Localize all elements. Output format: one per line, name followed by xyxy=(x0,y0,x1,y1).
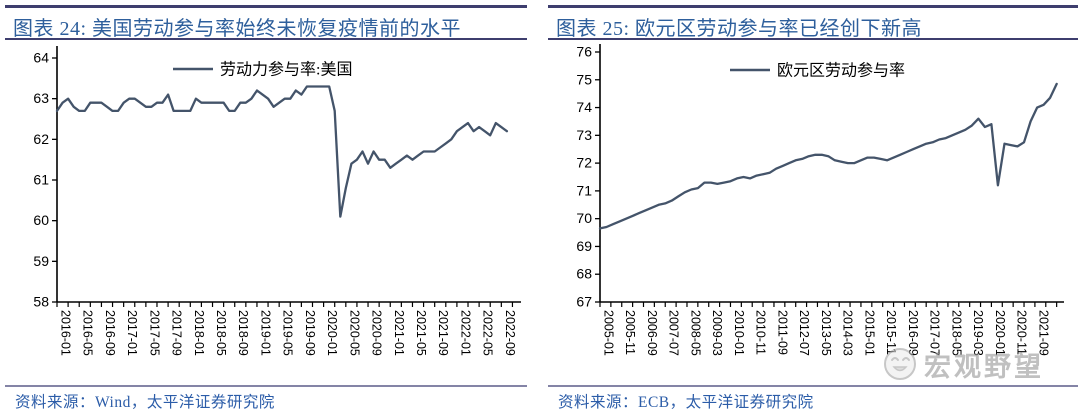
svg-text:2016-01: 2016-01 xyxy=(59,310,73,356)
svg-text:2017-05: 2017-05 xyxy=(147,310,161,356)
svg-text:2021-01: 2021-01 xyxy=(392,310,406,356)
svg-text:2021-05: 2021-05 xyxy=(414,310,428,356)
svg-text:61: 61 xyxy=(33,172,49,188)
svg-text:2017-07: 2017-07 xyxy=(928,310,942,356)
us-labor-participation-chart: 58 59 60 61 62 63 64 2016-01 2016-05 2016-09 2017-… xyxy=(33,46,521,356)
eurozone-labor-participation-chart: 67 68 69 70 71 72 73 74 75 76 2005-01 2005-11 2006-0… xyxy=(576,44,1064,356)
svg-text:2005-11: 2005-11 xyxy=(623,310,637,355)
svg-text:2018-05: 2018-05 xyxy=(949,310,963,356)
svg-text:2018-09: 2018-09 xyxy=(236,310,250,356)
svg-text:2022-01: 2022-01 xyxy=(458,310,472,356)
title-divider xyxy=(548,38,1078,40)
svg-text:2006-09: 2006-09 xyxy=(645,310,659,356)
svg-text:68: 68 xyxy=(576,266,592,282)
panel-eurozone-chart: 图表 25: 欧元区劳动参与率已经创下新高 67 68 69 70 71 72 73 74 75… xyxy=(548,0,1078,417)
svg-text:欧元区劳动参与率: 欧元区劳动参与率 xyxy=(777,62,905,80)
svg-text:2021-09: 2021-09 xyxy=(1036,310,1050,356)
svg-text:63: 63 xyxy=(33,90,49,106)
svg-text:2016-09: 2016-09 xyxy=(906,310,920,356)
svg-text:60: 60 xyxy=(33,212,49,228)
svg-text:2018-01: 2018-01 xyxy=(192,310,206,356)
source-divider xyxy=(548,385,1078,387)
svg-text:2012-07: 2012-07 xyxy=(797,310,811,356)
svg-text:67: 67 xyxy=(576,294,592,310)
svg-text:2020-01: 2020-01 xyxy=(993,310,1007,356)
svg-text:2022-05: 2022-05 xyxy=(481,310,495,356)
svg-text:2020-05: 2020-05 xyxy=(347,310,361,356)
svg-text:2019-03: 2019-03 xyxy=(971,310,985,356)
svg-text:2011-09: 2011-09 xyxy=(775,310,789,355)
svg-text:76: 76 xyxy=(576,44,592,60)
svg-text:2010-01: 2010-01 xyxy=(732,310,746,356)
source-note-eurozone: 资料来源：ECB，太平洋证券研究院 xyxy=(558,394,814,411)
svg-text:58: 58 xyxy=(33,294,49,310)
svg-text:2016-05: 2016-05 xyxy=(81,310,95,356)
svg-text:2009-03: 2009-03 xyxy=(710,310,724,356)
chart-title-eurozone: 图表 25: 欧元区劳动参与率已经创下新高 xyxy=(556,18,923,40)
svg-text:2017-09: 2017-09 xyxy=(170,310,184,356)
svg-text:2018-05: 2018-05 xyxy=(214,310,228,356)
svg-text:64: 64 xyxy=(33,50,49,66)
svg-text:2017-01: 2017-01 xyxy=(125,310,139,356)
svg-text:2022-09: 2022-09 xyxy=(503,310,517,356)
panel-us-chart: 图表 24: 美国劳动参与率始终未恢复疫情前的水平 58 59 60 61 62 63 64… xyxy=(5,0,527,417)
svg-text:2020-01: 2020-01 xyxy=(325,310,339,356)
svg-text:2010-11: 2010-11 xyxy=(754,310,768,355)
svg-text:2016-09: 2016-09 xyxy=(103,310,117,356)
svg-text:69: 69 xyxy=(576,238,592,254)
svg-text:2007-07: 2007-07 xyxy=(667,310,681,356)
svg-text:2020-09: 2020-09 xyxy=(370,310,384,356)
svg-text:74: 74 xyxy=(576,99,592,115)
svg-text:2015-11: 2015-11 xyxy=(884,310,898,355)
chart-title-us: 图表 24: 美国劳动参与率始终未恢复疫情前的水平 xyxy=(13,18,462,40)
svg-text:2019-05: 2019-05 xyxy=(281,310,295,356)
svg-text:59: 59 xyxy=(33,253,49,269)
panel-top-rule xyxy=(5,5,527,8)
svg-text:劳动力参与率:美国: 劳动力参与率:美国 xyxy=(220,61,352,79)
svg-text:62: 62 xyxy=(33,131,49,147)
svg-text:72: 72 xyxy=(576,155,592,171)
source-note-us: 资料来源：Wind，太平洋证券研究院 xyxy=(15,394,275,411)
svg-text:75: 75 xyxy=(576,71,592,87)
svg-text:2013-05: 2013-05 xyxy=(819,310,833,356)
svg-text:2014-03: 2014-03 xyxy=(841,310,855,356)
svg-text:71: 71 xyxy=(576,182,592,198)
svg-text:2015-01: 2015-01 xyxy=(862,310,876,356)
svg-text:2020-11: 2020-11 xyxy=(1015,310,1029,355)
svg-text:73: 73 xyxy=(576,127,592,143)
svg-text:2019-01: 2019-01 xyxy=(258,310,272,356)
svg-text:2019-09: 2019-09 xyxy=(303,310,317,356)
source-divider xyxy=(5,385,527,387)
panel-top-rule xyxy=(548,5,1078,8)
title-divider xyxy=(5,38,527,40)
svg-text:70: 70 xyxy=(576,210,592,226)
svg-text:2008-05: 2008-05 xyxy=(688,310,702,356)
svg-text:2005-01: 2005-01 xyxy=(602,310,616,356)
svg-text:2021-09: 2021-09 xyxy=(436,310,450,356)
